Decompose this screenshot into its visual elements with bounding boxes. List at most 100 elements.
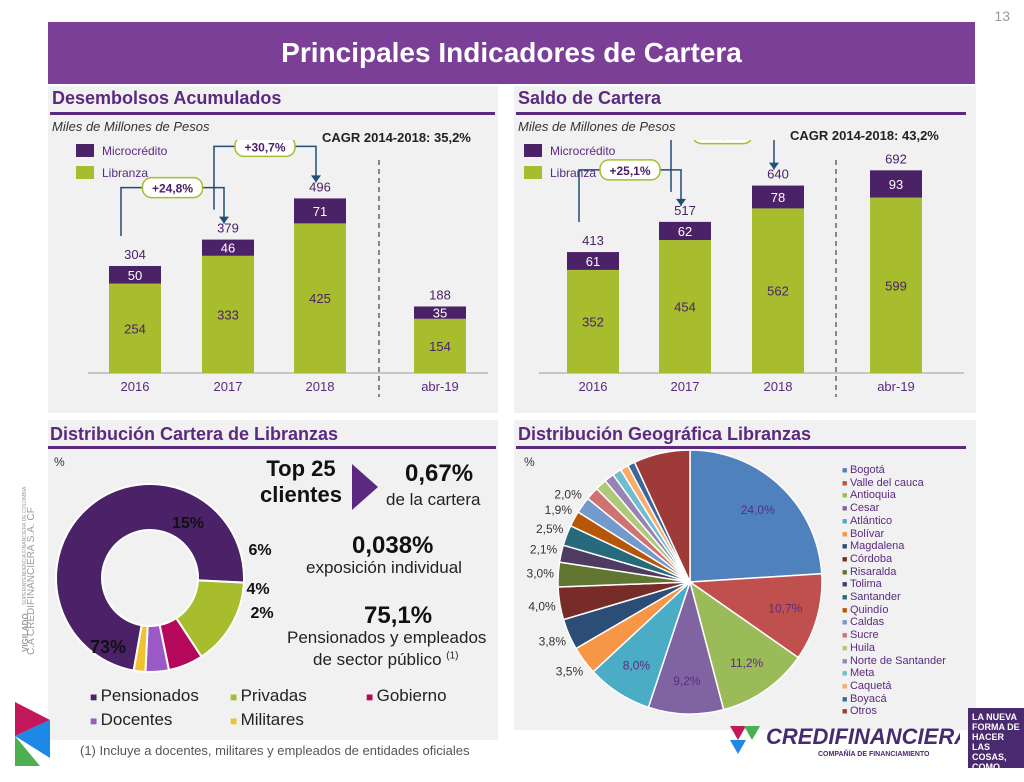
geo-legend-item-15: ■ Norte de Santander bbox=[842, 655, 972, 668]
desembolsos-category-3: abr-19 bbox=[421, 379, 459, 394]
geo-legend-item-13: ■ Sucre bbox=[842, 629, 972, 642]
geo-legend-label-8: Risaralda bbox=[849, 565, 897, 578]
geo-legend-item-5: ■ Bolívar bbox=[842, 528, 972, 541]
donut-label-3: 4% bbox=[246, 581, 269, 598]
saldo-category-2: 2018 bbox=[764, 379, 793, 394]
geo-legend-swatch-10: ■ bbox=[842, 592, 850, 603]
geo-legend-item-2: ■ Antioquia bbox=[842, 489, 972, 502]
geo-legend-label-10: Santander bbox=[849, 591, 901, 604]
geo-legend-item-7: ■ Córdoba bbox=[842, 553, 972, 566]
geo-legend-label-7: Córdoba bbox=[849, 552, 893, 565]
geo-legend-item-8: ■ Risaralda bbox=[842, 566, 972, 579]
desembolsos-bar-microcredito-0 bbox=[109, 265, 161, 284]
geo-legend-item-1: ■ Valle del cauca bbox=[842, 477, 972, 490]
donut-legend-swatch-1: ■ bbox=[230, 690, 241, 704]
geo-legend-label-3: Cesar bbox=[849, 502, 880, 515]
geo-legend-item-16: ■ Meta bbox=[842, 667, 972, 680]
geo-legend-swatch-16: ■ bbox=[842, 668, 850, 679]
donut-legend-item-0: ■ Pensionados bbox=[90, 686, 199, 706]
geo-label-3: 9,2% bbox=[673, 674, 701, 688]
desembolsos-category-2: 2018 bbox=[306, 379, 335, 394]
donut-legend-swatch-3: ■ bbox=[90, 714, 101, 728]
desembolsos-legend-swatch-0 bbox=[76, 144, 94, 157]
desembolsos-label-libranza-3: 154 bbox=[429, 339, 451, 354]
pensionados-desc-1: Pensionados y empleados bbox=[287, 628, 487, 647]
desembolsos-bar-microcredito-3 bbox=[414, 306, 466, 319]
geo-label-8: 3,0% bbox=[527, 567, 555, 581]
desembolsos-total-0: 304 bbox=[124, 247, 146, 262]
saldo-growth-badge-0 bbox=[599, 159, 661, 181]
geo-legend-swatch-11: ■ bbox=[842, 604, 850, 615]
desembolsos-total-2: 496 bbox=[309, 179, 331, 194]
geo-slice-2 bbox=[688, 580, 800, 711]
geo-legend-item-11: ■ Quindío bbox=[842, 604, 972, 617]
saldo-growth-arrowhead-1 bbox=[769, 162, 779, 170]
saldo-chart: Microcrédito Libranza 352 61 413 2016 454 62 517… bbox=[524, 140, 964, 397]
geo-legend-swatch-19: ■ bbox=[842, 706, 850, 717]
exposicion-value: 0,038% bbox=[352, 532, 434, 559]
geo-slice-1 bbox=[687, 572, 823, 659]
geo-legend-swatch-8: ■ bbox=[842, 566, 850, 577]
libranzas-legend: ■ Pensionados ■ Privadas ■ Gobierno ■ Docen… bbox=[90, 686, 490, 734]
top25-label: Top 25 clientes bbox=[258, 456, 344, 508]
saldo-label-microcredito-2: 78 bbox=[771, 190, 785, 205]
geo-legend-swatch-14: ■ bbox=[842, 642, 850, 653]
geo-legend-label-18: Boyacá bbox=[849, 692, 887, 705]
saldo-growth-label-0: +25,1% bbox=[609, 164, 650, 178]
saldo-label-libranza-1: 454 bbox=[674, 300, 696, 315]
saldo-growth-badge-1 bbox=[693, 140, 752, 145]
geo-legend-item-14: ■ Huila bbox=[842, 642, 972, 655]
desembolsos-category-1: 2017 bbox=[214, 379, 243, 394]
donut-legend-item-1: ■ Privadas bbox=[230, 686, 307, 706]
desembolsos-title: Desembolsos Acumulados bbox=[52, 88, 282, 108]
geo-legend-swatch-18: ■ bbox=[842, 693, 850, 704]
desembolsos-growth-label-1: +30,7% bbox=[244, 140, 285, 154]
saldo-label-microcredito-3: 93 bbox=[889, 177, 903, 192]
desembolsos-growth-label-0: +24,8% bbox=[152, 182, 193, 196]
desembolsos-growth-arrowhead-1 bbox=[311, 175, 321, 183]
geo-legend-swatch-2: ■ bbox=[842, 490, 850, 501]
top25-desc: de la cartera bbox=[386, 490, 481, 509]
geo-label-1: 10,7% bbox=[768, 602, 802, 616]
geo-label-12: 2,0% bbox=[554, 488, 582, 502]
pensionados-footnote-ref: (1) bbox=[446, 650, 459, 662]
desembolsos-total-1: 379 bbox=[217, 221, 239, 236]
geo-label-11: 1,9% bbox=[545, 503, 573, 517]
desembolsos-legend-label-1: Libranza bbox=[102, 166, 148, 180]
desembolsos-label-libranza-0: 254 bbox=[124, 321, 146, 336]
geo-legend-swatch-1: ■ bbox=[842, 477, 850, 488]
geo-legend-label-15: Norte de Santander bbox=[849, 654, 946, 667]
donut-slice-4 bbox=[132, 624, 149, 673]
donut-label-1: 15% bbox=[172, 515, 204, 532]
geo-legend-item-0: ■ Bogotá bbox=[842, 464, 972, 477]
desembolsos-cagr: CAGR 2014-2018: 35,2% bbox=[322, 130, 471, 145]
saldo-total-3: 692 bbox=[885, 151, 907, 166]
libranzas-panel bbox=[48, 420, 498, 740]
side-text-vigilado: VIGILADO bbox=[21, 613, 30, 652]
donut-slice-0 bbox=[55, 483, 245, 672]
credifinanciera-logo-svg: CREDIFINANCIERA COMPAÑÍA DE FINANCIAMIEN… bbox=[730, 724, 970, 758]
saldo-total-1: 517 bbox=[674, 203, 696, 218]
geografica-rule bbox=[516, 446, 966, 449]
donut-legend-item-3: ■ Docentes bbox=[90, 710, 172, 730]
geo-legend-label-11: Quindío bbox=[849, 603, 889, 616]
saldo-rule bbox=[516, 112, 966, 115]
geo-legend-item-19: ■ Otros bbox=[842, 705, 972, 718]
saldo-cagr: CAGR 2014-2018: 43,2% bbox=[790, 128, 939, 143]
geo-legend-swatch-5: ■ bbox=[842, 528, 850, 539]
saldo-bar-libranza-3 bbox=[870, 197, 922, 373]
geo-legend-item-18: ■ Boyacá bbox=[842, 693, 972, 706]
saldo-bar-microcredito-3 bbox=[870, 170, 922, 198]
desembolsos-chart: Microcrédito Libranza 254 50 304 2016 333 46 379… bbox=[76, 140, 488, 397]
donut-legend-label-2: Gobierno bbox=[376, 686, 447, 705]
geografica-pie-chart: 24,0% 10,7% 11,2% 9,2% 8,0% 3,5% 3,8% 4,0% 3,0% 2… bbox=[527, 449, 823, 715]
geo-legend-label-17: Caquetá bbox=[849, 679, 892, 692]
saldo-label-libranza-3: 599 bbox=[885, 278, 907, 293]
pensionados-value: 75,1% bbox=[364, 602, 433, 629]
exposicion-desc: exposición individual bbox=[306, 558, 462, 577]
brand-name: CREDIFINANCIERA bbox=[766, 724, 960, 749]
desembolsos-legend-swatch-1 bbox=[76, 166, 94, 179]
desembolsos-bar-libranza-1 bbox=[202, 255, 254, 373]
geo-legend-label-9: Tolima bbox=[849, 578, 882, 591]
libranzas-unit: % bbox=[54, 455, 65, 469]
